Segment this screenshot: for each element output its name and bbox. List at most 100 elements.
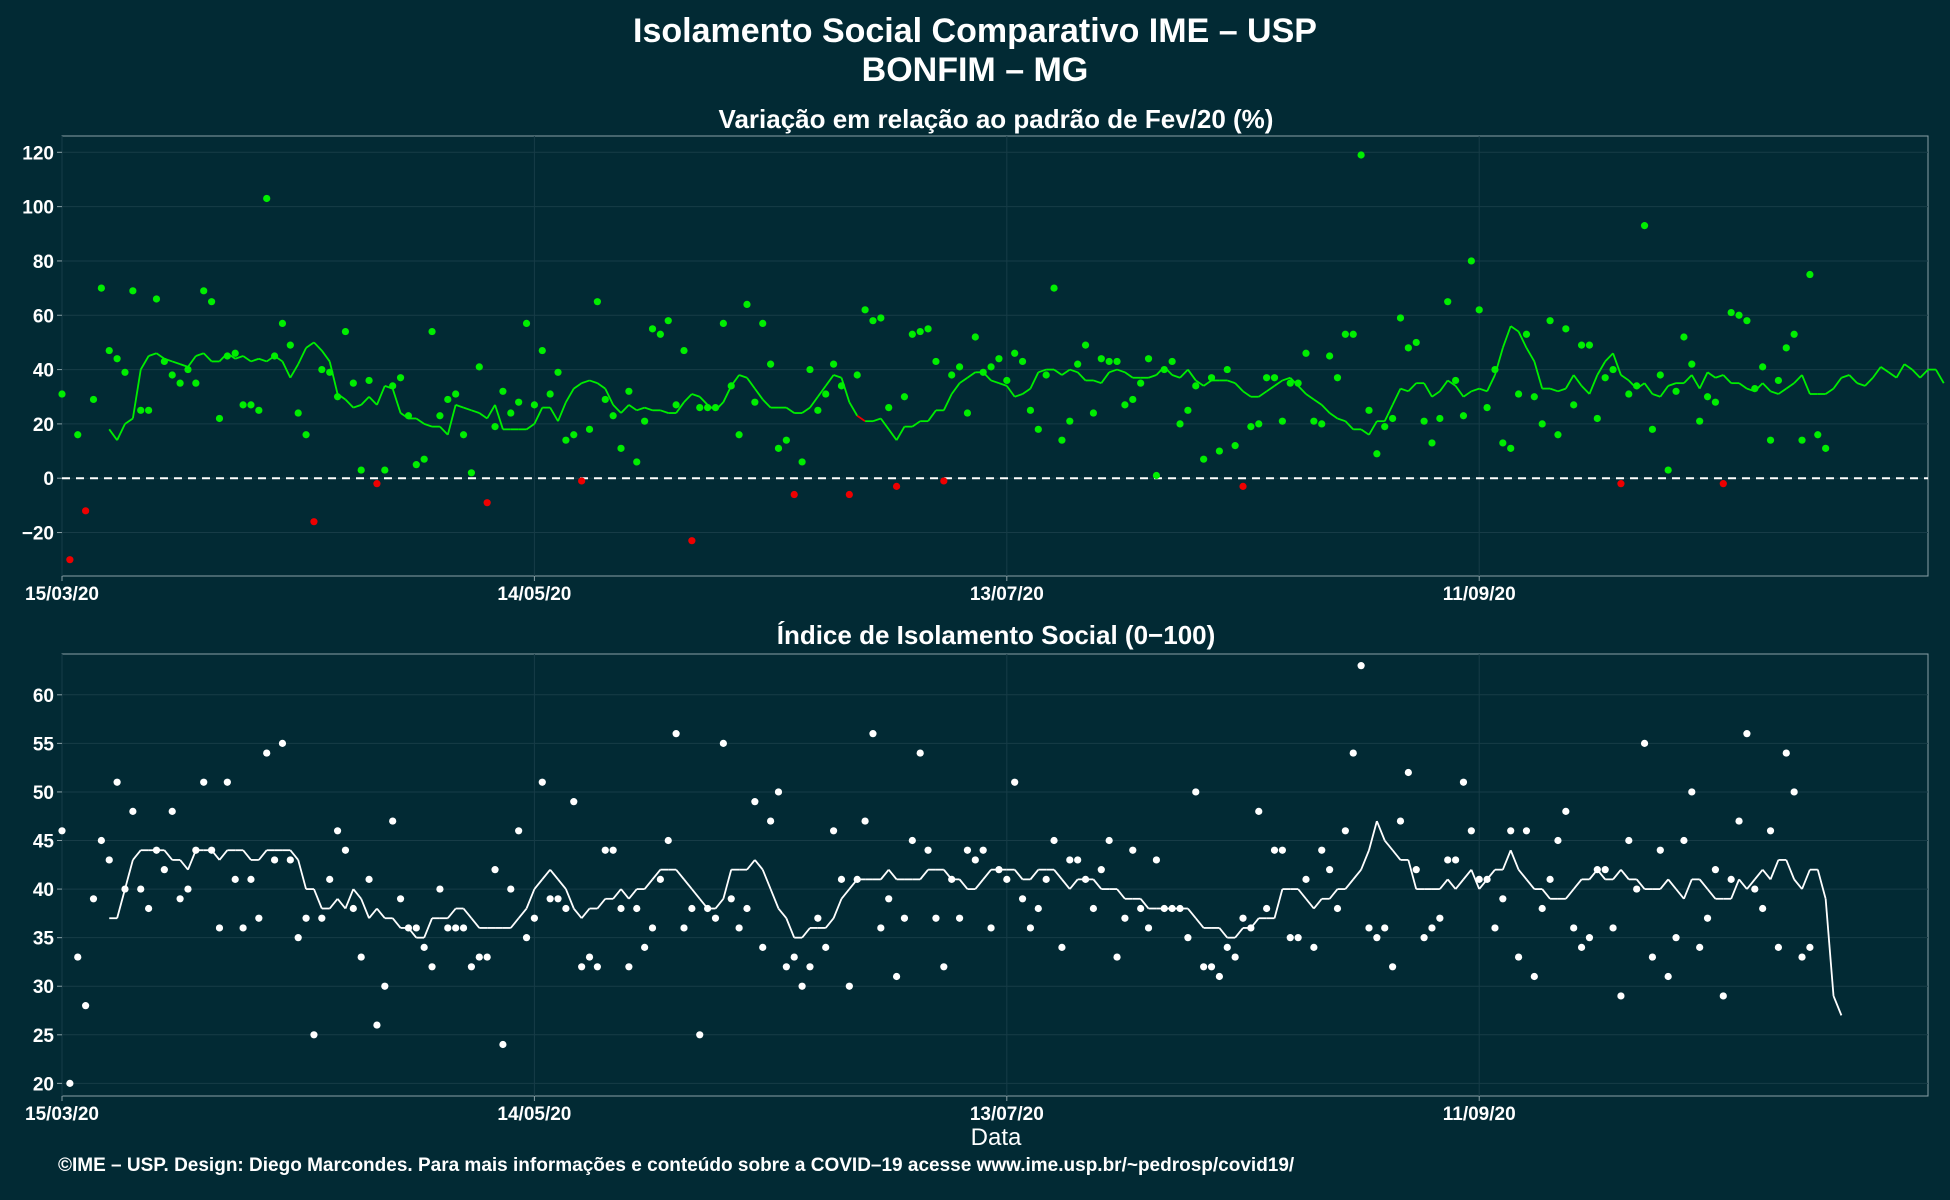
data-point: [1790, 330, 1798, 338]
moving-average-segment: [1352, 869, 1362, 880]
data-point: [499, 387, 507, 395]
moving-average-segment: [1273, 888, 1284, 919]
data-point: [1011, 349, 1019, 357]
moving-average-segment: [1431, 390, 1441, 398]
moving-average-segment: [1092, 878, 1102, 890]
data-point: [137, 406, 145, 414]
data-point: [924, 846, 932, 854]
moving-average-segment: [1502, 849, 1512, 870]
data-point: [916, 749, 924, 757]
data-point: [176, 895, 184, 903]
data-point: [270, 352, 279, 360]
moving-average-segment: [1572, 878, 1583, 890]
data-point: [648, 325, 657, 333]
moving-average-segment: [297, 347, 307, 365]
data-point: [979, 368, 987, 376]
moving-average-segment: [888, 869, 898, 880]
data-point: [1570, 401, 1578, 409]
moving-average-segment: [289, 849, 299, 861]
moving-average-segment: [1510, 325, 1520, 333]
data-point: [1168, 904, 1176, 913]
moving-average-segment: [533, 878, 543, 890]
data-point: [782, 436, 790, 444]
moving-average-segment: [328, 361, 339, 395]
moving-average-segment: [1195, 379, 1205, 387]
data-point: [1822, 444, 1830, 452]
moving-average-segment: [1549, 387, 1559, 393]
moving-average-segment: [132, 849, 142, 861]
moving-average-segment: [604, 388, 614, 406]
moving-average-segment: [116, 888, 126, 919]
data-point: [822, 943, 830, 951]
moving-average-segment: [1454, 385, 1465, 398]
data-point: [66, 1079, 74, 1087]
moving-average-segment: [368, 907, 378, 919]
data-point: [302, 914, 310, 922]
data-point: [467, 469, 476, 477]
moving-average-segment: [1762, 382, 1772, 392]
data-point: [1255, 807, 1263, 815]
moving-average-segment: [1462, 869, 1473, 880]
data-point: [1499, 439, 1507, 447]
data-point: [1751, 384, 1759, 393]
data-point: [688, 537, 696, 545]
data-point: [774, 444, 783, 452]
data-point: [318, 914, 326, 922]
data-point: [239, 924, 247, 932]
moving-average-segment: [1029, 371, 1040, 389]
moving-average-segment: [1525, 347, 1536, 362]
data-point: [286, 856, 294, 864]
data-point: [74, 953, 82, 961]
data-point: [1648, 425, 1657, 433]
data-point: [1475, 875, 1483, 883]
data-point: [1491, 365, 1499, 374]
data-point: [483, 499, 491, 507]
moving-average-segment: [675, 869, 685, 880]
data-point: [727, 895, 735, 903]
data-point: [1703, 914, 1712, 922]
data-point: [436, 885, 444, 893]
data-point: [1365, 406, 1373, 414]
moving-average-segment: [840, 377, 851, 403]
x-tick-label: 13/07/20: [970, 584, 1044, 605]
data-point: [310, 1031, 318, 1039]
moving-average-segment: [1698, 878, 1709, 890]
data-point: [861, 306, 869, 314]
data-point: [790, 490, 798, 499]
moving-average-segment: [911, 420, 921, 428]
moving-average-segment: [1888, 371, 1898, 379]
data-point: [1538, 904, 1546, 913]
moving-average-segment: [360, 396, 370, 406]
moving-average-segment: [297, 859, 307, 890]
data-point: [333, 827, 342, 835]
moving-average-segment: [391, 917, 402, 929]
x-tick-label: 15/03/20: [25, 1104, 99, 1125]
data-point: [1412, 338, 1420, 347]
moving-average-segment: [1400, 387, 1409, 393]
data-point: [1507, 444, 1515, 452]
moving-average-segment: [1517, 331, 1528, 349]
data-point: [294, 409, 302, 417]
data-point: [751, 398, 759, 406]
moving-average-segment: [1297, 888, 1307, 900]
data-point: [711, 404, 720, 412]
data-point: [1184, 934, 1192, 942]
moving-average-segment: [628, 404, 638, 412]
data-point: [1766, 827, 1775, 835]
data-point: [680, 924, 688, 932]
data-point: [1247, 423, 1255, 431]
data-point: [349, 379, 357, 387]
moving-average-segment: [1029, 869, 1040, 880]
index-grid: [61, 654, 1928, 1096]
data-point: [719, 739, 727, 747]
data-point: [1483, 404, 1491, 412]
data-point: [1042, 875, 1050, 883]
moving-average-segment: [1116, 368, 1126, 374]
data-point: [924, 325, 932, 333]
data-point: [223, 778, 231, 786]
data-point: [1066, 856, 1074, 864]
moving-average-segment: [1880, 366, 1890, 374]
moving-average-segment: [872, 417, 882, 423]
data-point: [1428, 924, 1436, 932]
moving-average-segment: [171, 360, 181, 365]
